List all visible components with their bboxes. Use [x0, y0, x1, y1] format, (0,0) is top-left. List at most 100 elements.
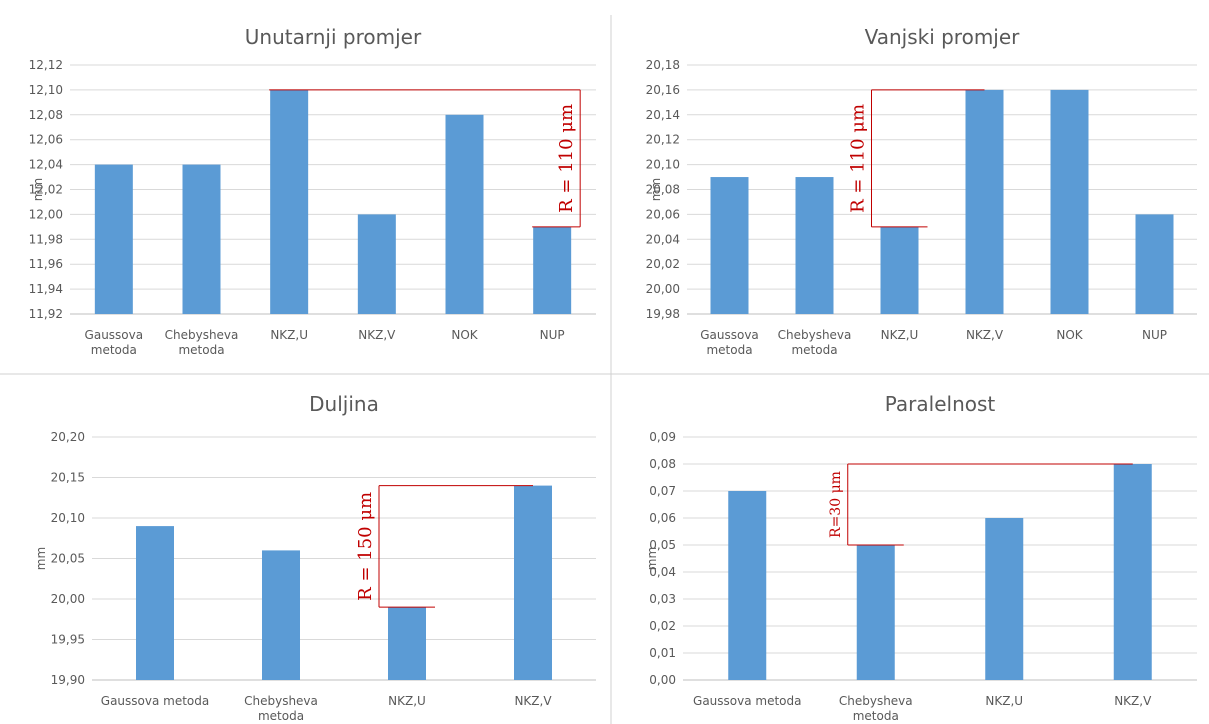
- y-tick-label: 20,12: [646, 133, 680, 147]
- chart-2: Vanjski promjer 19,98 20,00 20,02 20,04 20,06…: [646, 25, 1197, 357]
- bar: [710, 177, 749, 314]
- chart-title: Paralelnost: [885, 392, 996, 416]
- range-annotation-label: R=30 μm: [828, 471, 844, 538]
- y-tick-label: 11,96: [29, 257, 63, 271]
- y-tick-label: 12,00: [29, 207, 63, 221]
- y-tick-label: 20,10: [646, 158, 680, 172]
- y-tick-label: 20,14: [646, 108, 680, 122]
- y-tick-label: 20,04: [646, 232, 680, 246]
- y-tick-label: 0,01: [649, 646, 676, 660]
- y-tick-label: 0,05: [649, 538, 676, 552]
- x-tick-label: Gaussova metoda: [101, 694, 209, 708]
- y-tick-label: 11,94: [29, 282, 63, 296]
- x-tick-label: Chebysheva metoda: [244, 694, 318, 723]
- chart-3: Duljina 19,90 19,95 20,00 20,05 20,10 20,15 20,…: [34, 392, 596, 723]
- y-axis-label: mm: [649, 178, 663, 201]
- x-tick-label: NUP: [1142, 328, 1167, 342]
- bar: [182, 164, 221, 314]
- x-tick-label: NOK: [1056, 328, 1083, 342]
- x-tick-label: NKZ,V: [358, 328, 396, 342]
- bar: [1135, 214, 1174, 314]
- y-tick-label: 20,16: [646, 83, 680, 97]
- x-tick-label: Chebysheva metoda: [839, 694, 913, 723]
- chart-title: Unutarnji promjer: [245, 25, 422, 49]
- x-tick-label: NKZ,V: [1114, 694, 1152, 708]
- chart-1: Unutarnji promjer 11,92 11,94 11,96 11,98 12,…: [29, 25, 596, 357]
- bar: [985, 518, 1024, 680]
- x-tick-label: Gaussova metoda: [700, 328, 759, 357]
- y-tick-label: 0,06: [649, 511, 676, 525]
- range-annotation: R = 150 μm: [355, 485, 533, 608]
- y-tick-label: 20,00: [51, 592, 85, 606]
- bar: [533, 226, 572, 314]
- bar: [1113, 464, 1152, 680]
- x-tick-label: Gaussova metoda: [693, 694, 801, 708]
- y-tick-label: 20,10: [51, 511, 85, 525]
- y-tick-label: 20,20: [51, 430, 85, 444]
- y-tick-label: 0,07: [649, 484, 676, 498]
- x-tick-label: Chebysheva metoda: [165, 328, 239, 357]
- bar: [880, 226, 919, 314]
- range-annotation: R=30 μm: [828, 463, 1133, 546]
- y-tick-label: 20,18: [646, 58, 680, 72]
- range-annotation: R = 110 μm: [848, 89, 985, 228]
- bar: [856, 545, 895, 680]
- y-tick-label: 0,04: [649, 565, 676, 579]
- x-tick-label: NKZ,V: [514, 694, 552, 708]
- y-tick-label: 0,03: [649, 592, 676, 606]
- bar: [965, 89, 1004, 315]
- y-tick-label: 11,92: [29, 307, 63, 321]
- y-tick-label: 19,90: [51, 673, 85, 687]
- y-tick-label: 20,15: [51, 471, 85, 485]
- y-tick-label: 0,09: [649, 430, 676, 444]
- y-tick-label: 12,04: [29, 158, 63, 172]
- y-tick-label: 0,08: [649, 457, 676, 471]
- x-tick-label: NKZ,V: [966, 328, 1004, 342]
- y-tick-label: 12,12: [29, 58, 63, 72]
- y-tick-label: 20,08: [646, 183, 680, 197]
- y-tick-label: 12,10: [29, 83, 63, 97]
- chart-4: Paralelnost 0,00 0,01 0,02 0,03 0,04 0,05 0,06 0…: [645, 392, 1197, 723]
- x-tick-label: NKZ,U: [270, 328, 308, 342]
- x-tick-label: NKZ,U: [881, 328, 919, 342]
- bar: [136, 526, 174, 680]
- bar: [388, 607, 426, 680]
- range-annotation-label: R = 150 μm: [355, 492, 376, 601]
- x-tick-label: NUP: [540, 328, 565, 342]
- x-tick-label: NOK: [451, 328, 478, 342]
- range-annotation-label: R = 110 μm: [848, 104, 869, 213]
- bar: [270, 89, 309, 315]
- y-tick-label: 20,00: [646, 282, 680, 296]
- range-annotation: R = 110 μm: [269, 89, 581, 228]
- y-tick-label: 12,08: [29, 108, 63, 122]
- bar: [728, 491, 767, 680]
- y-tick-label: 20,06: [646, 207, 680, 221]
- y-tick-label: 20,05: [51, 552, 85, 566]
- bar: [357, 214, 396, 314]
- bar: [514, 485, 552, 680]
- bar: [94, 164, 133, 314]
- charts-group: Unutarnji promjer 11,92 11,94 11,96 11,98 12,…: [29, 25, 1197, 723]
- y-tick-label: 19,95: [51, 633, 85, 647]
- y-tick-label: 20,02: [646, 257, 680, 271]
- bar: [262, 550, 300, 680]
- y-tick-label: 12,02: [29, 183, 63, 197]
- x-tick-label: NKZ,U: [985, 694, 1023, 708]
- y-axis-label: mm: [34, 547, 48, 570]
- range-annotation-label: R = 110 μm: [556, 104, 577, 213]
- y-tick-label: 12,06: [29, 133, 63, 147]
- x-tick-label: NKZ,U: [388, 694, 426, 708]
- bar: [1050, 89, 1089, 315]
- y-tick-label: 0,02: [649, 619, 676, 633]
- y-axis-label: mm: [31, 178, 45, 201]
- x-tick-label: Chebysheva metoda: [778, 328, 852, 357]
- y-axis-label: mm: [645, 547, 659, 570]
- bar: [795, 177, 834, 314]
- chart-title: Vanjski promjer: [865, 25, 1021, 49]
- x-tick-label: Gaussova metoda: [85, 328, 144, 357]
- y-tick-label: 0,00: [649, 673, 676, 687]
- y-tick-label: 19,98: [646, 307, 680, 321]
- chart-title: Duljina: [309, 392, 379, 416]
- bar: [445, 114, 484, 314]
